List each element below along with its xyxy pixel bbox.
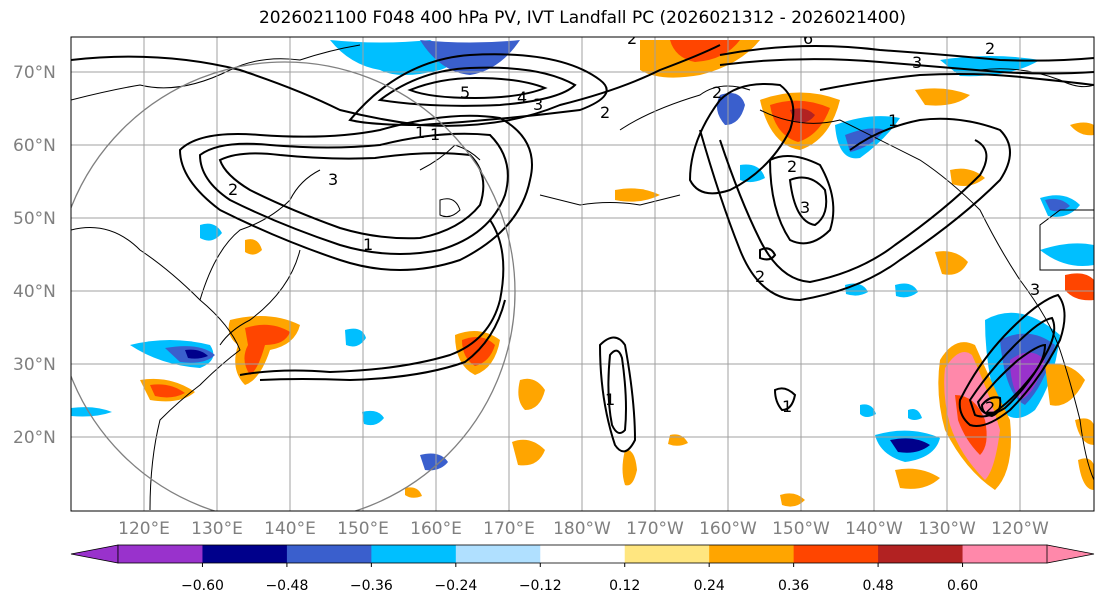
contour-label: 5	[460, 83, 470, 102]
contour-label: 1	[782, 397, 792, 416]
lon-label: 150°W	[772, 519, 830, 539]
colorbar-tick-label: 0.48	[863, 578, 894, 594]
contour-label: 2	[985, 39, 995, 58]
longitude-labels: 120°E 130°E 140°E 150°E 160°E 170°E 180°…	[118, 519, 1049, 539]
contour-label: 3	[328, 170, 338, 189]
lon-label: 140°W	[845, 519, 903, 539]
lon-label: 180°W	[553, 519, 611, 539]
lat-label: 30°N	[13, 355, 56, 375]
contour-label: 3	[800, 198, 810, 217]
colorbar-min-arrow	[70, 544, 119, 564]
lon-label: 170°W	[626, 519, 684, 539]
colorbar-tick-label: −0.60	[181, 578, 224, 594]
colorbar-tick-label: 0.24	[694, 578, 725, 594]
contour-label: 3	[912, 53, 922, 72]
colorbar-tick-label: 0.36	[778, 578, 809, 594]
lon-label: 120°E	[118, 519, 170, 539]
contour-labels: 2 6 5 4 3 2 3 2 1 1 2 3 2 3 2 1 1 2 1 1 …	[228, 29, 1040, 417]
colorbar-segment	[202, 545, 288, 563]
lon-label: 140°E	[264, 519, 316, 539]
contour-label: 6	[803, 29, 813, 48]
lat-label: 40°N	[13, 282, 56, 302]
contour-label: 2	[600, 103, 610, 122]
contour-label: 2	[627, 29, 637, 48]
colorbar-tick-label: −0.36	[350, 578, 393, 594]
colorbar: −0.60 −0.48 −0.36 −0.24 −0.12 0.12 0.24 0.36 0.4…	[70, 544, 1095, 594]
map-title: 2026021100 F048 400 hPa PV, IVT Landfall…	[258, 8, 906, 28]
contour-label: 3	[533, 95, 543, 114]
lat-label: 60°N	[13, 136, 56, 156]
contour-label: 2	[985, 398, 995, 417]
lat-label: 50°N	[13, 209, 56, 229]
contour-label: 2	[755, 267, 765, 286]
lon-label: 170°E	[483, 519, 535, 539]
colorbar-segment	[709, 545, 795, 563]
contour-label: 1	[888, 111, 898, 130]
lat-label: 20°N	[13, 428, 56, 448]
lon-label: 160°E	[410, 519, 462, 539]
colorbar-segment	[624, 545, 710, 563]
colorbar-segment	[118, 545, 203, 563]
contour-label: 3	[1030, 280, 1040, 299]
plot-frame	[70, 36, 1095, 512]
contour-label: 4	[517, 88, 527, 107]
colorbar-segment	[878, 545, 964, 563]
coastlines	[71, 44, 1094, 511]
colorbar-segment	[793, 545, 879, 563]
colorbar-segment	[455, 545, 541, 563]
pv-shading	[71, 40, 1094, 507]
latitude-labels: 70°N 60°N 50°N 40°N 30°N 20°N	[13, 63, 56, 448]
contour-label: 1	[430, 125, 440, 144]
contour-label: 1	[415, 123, 425, 142]
colorbar-tick-label: −0.24	[434, 578, 477, 594]
colorbar-segment	[371, 545, 457, 563]
colorbar-max-arrow	[1046, 544, 1095, 564]
colorbar-segment	[286, 545, 372, 563]
contour-label: 2	[787, 157, 797, 176]
contour-label: 2	[228, 180, 238, 199]
radius-circle	[71, 61, 516, 511]
contour-label: 1	[363, 235, 373, 254]
colorbar-tick-label: 0.60	[947, 578, 978, 594]
lon-label: 120°W	[991, 519, 1049, 539]
lat-label: 70°N	[13, 63, 56, 83]
colorbar-tick-label: −0.12	[519, 578, 562, 594]
colorbar-segment	[962, 545, 1048, 563]
gridlines	[71, 37, 1094, 511]
lon-label: 130°W	[918, 519, 976, 539]
colorbar-tick-label: −0.48	[265, 578, 308, 594]
colorbar-outline	[117, 544, 1048, 564]
contour-label: 1	[605, 390, 615, 409]
lon-label: 160°W	[699, 519, 757, 539]
ivt-contours	[71, 44, 1094, 453]
colorbar-segment	[540, 545, 626, 563]
colorbar-tick-label: 0.12	[609, 578, 640, 594]
contour-label: 2	[712, 83, 722, 102]
lon-label: 150°E	[337, 519, 389, 539]
lon-label: 130°E	[191, 519, 243, 539]
